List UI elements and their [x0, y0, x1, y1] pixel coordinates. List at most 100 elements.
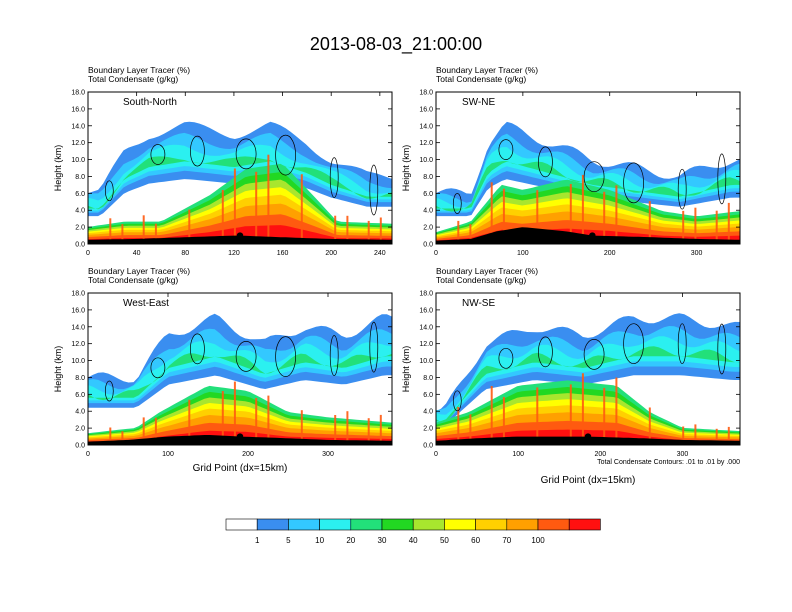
y-tick-label: 18.0: [419, 291, 433, 298]
plot-frame: [435, 91, 741, 245]
colorbar-label: 10: [315, 536, 324, 545]
left-title-condensate: Total Condensate (g/kg): [88, 275, 178, 285]
left-title-tracer: Boundary Layer Tracer (%): [436, 266, 538, 276]
x-tick-label: 300: [677, 451, 689, 458]
y-tick-label: 6.0: [75, 191, 85, 198]
left-title-condensate: Total Condensate (g/kg): [436, 74, 526, 84]
convective-streak: [221, 391, 224, 445]
plot-frame: [435, 292, 741, 446]
x-tick-label: 160: [277, 250, 289, 257]
colorbar-label: 20: [346, 536, 355, 545]
colorbar-label: 5: [286, 536, 291, 545]
x-tick-label: 0: [86, 451, 90, 458]
y-tick-label: 0.0: [75, 443, 85, 450]
y-tick-label: 6.0: [423, 392, 433, 399]
x-axis-label: Grid Point (dx=15km): [193, 463, 288, 474]
convective-streak: [334, 215, 337, 244]
y-tick-label: 18.0: [71, 90, 85, 97]
y-tick-label: 0.0: [75, 242, 85, 249]
convective-streak: [569, 184, 572, 244]
contour-field: [88, 92, 392, 244]
x-tick-label: 200: [604, 250, 616, 257]
y-tick-label: 12.0: [419, 140, 433, 147]
x-axis-label: Grid Point (dx=15km): [541, 475, 636, 486]
convective-streak: [502, 188, 505, 244]
colorbar-label: 50: [440, 536, 449, 545]
x-tick-label: 100: [162, 451, 174, 458]
convective-streak: [300, 410, 303, 445]
convective-streak: [300, 174, 303, 244]
condensate-contour: [717, 323, 727, 375]
colorbar-label: 70: [502, 536, 511, 545]
colorbar: 1 5 10 20 30 40 50 60 70 100: [225, 518, 601, 545]
convective-streak: [536, 190, 539, 244]
plot-frame: [87, 292, 393, 446]
condensate-contour: [235, 341, 257, 372]
convective-streak: [694, 207, 697, 244]
y-axis-label: Height (km): [401, 145, 411, 192]
x-tick-label: 100: [512, 451, 524, 458]
y-tick-label: 8.0: [75, 375, 85, 382]
left-title-tracer: Boundary Layer Tracer (%): [88, 266, 190, 276]
convective-streak: [457, 407, 460, 445]
convective-streak: [121, 224, 124, 244]
convective-streak: [379, 414, 382, 445]
contour-field: [88, 293, 392, 445]
cloud-level-band: [88, 341, 392, 401]
y-tick-label: 8.0: [423, 174, 433, 181]
panel-west-east: Boundary Layer Tracer (%)Total Condensat…: [53, 266, 393, 474]
panel-label: SW-NE: [462, 97, 495, 108]
convective-streak: [109, 427, 112, 445]
y-tick-label: 4.0: [75, 409, 85, 416]
x-tick-label: 200: [242, 451, 254, 458]
colorbar-swatch: [506, 518, 539, 531]
convective-streak: [221, 190, 224, 244]
convective-streak: [188, 399, 191, 445]
y-tick-label: 6.0: [75, 392, 85, 399]
condensate-contour: [498, 139, 514, 160]
condensate-contour: [369, 164, 379, 216]
y-tick-label: 0.0: [423, 443, 433, 450]
contour-field: [436, 92, 740, 244]
terrain: [436, 436, 740, 445]
colorbar-label: 1: [255, 536, 260, 545]
condensate-contour: [538, 336, 553, 368]
y-tick-label: 2.0: [75, 426, 85, 433]
site-marker: [236, 433, 244, 440]
panel-label: NW-SE: [462, 298, 495, 309]
convective-streak: [615, 377, 618, 445]
colorbar-label: 100: [531, 536, 545, 545]
condensate-contour: [452, 390, 462, 412]
convective-streak: [490, 182, 493, 244]
convective-streak: [469, 224, 472, 244]
x-tick-label: 40: [133, 250, 141, 257]
condensate-contour: [150, 357, 166, 379]
convective-streak: [346, 215, 349, 244]
x-tick-label: 100: [517, 250, 529, 257]
convective-streak: [367, 418, 370, 445]
convective-streak: [142, 215, 145, 244]
colorbar-label: 30: [378, 536, 387, 545]
convective-streak: [727, 426, 730, 445]
left-title-tracer: Boundary Layer Tracer (%): [436, 65, 538, 75]
panel-nw-se: Boundary Layer Tracer (%)Total Condensat…: [401, 266, 741, 486]
left-title-tracer: Boundary Layer Tracer (%): [88, 65, 190, 75]
y-tick-label: 10.0: [419, 157, 433, 164]
convective-streak: [581, 373, 584, 445]
colorbar-swatch: [568, 518, 601, 531]
y-tick-label: 0.0: [423, 242, 433, 249]
y-tick-label: 16.0: [71, 307, 85, 314]
plot-frame: [87, 91, 393, 245]
x-tick-label: 200: [325, 250, 337, 257]
colorbar-swatch: [350, 518, 383, 531]
colorbar-swatch: [475, 518, 508, 531]
condensate-contour: [275, 134, 296, 176]
condensate-contour: [190, 333, 205, 365]
convective-streak: [536, 387, 539, 445]
convective-streak: [255, 398, 258, 445]
x-tick-label: 240: [374, 250, 386, 257]
convective-streak: [569, 384, 572, 445]
condensate-contour: [190, 135, 205, 167]
condensate-contour: [104, 380, 114, 402]
